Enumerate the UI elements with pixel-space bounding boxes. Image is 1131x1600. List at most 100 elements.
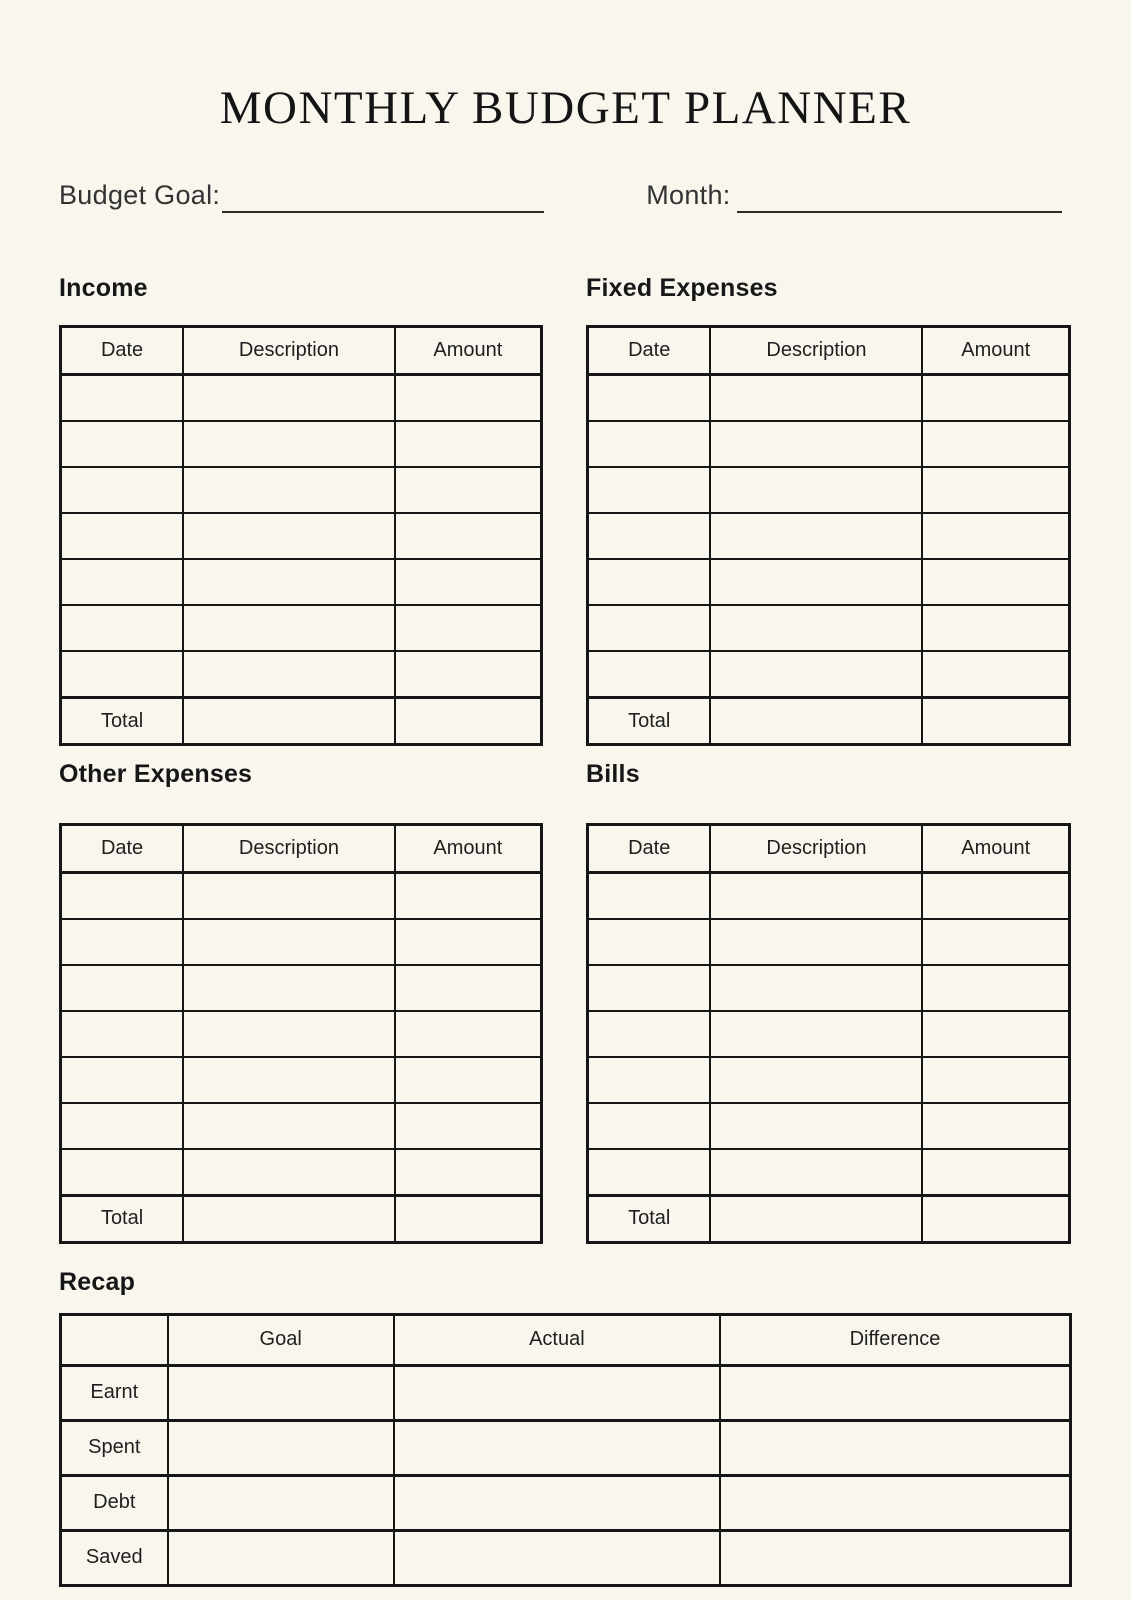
empty-cell[interactable] — [182, 1009, 396, 1058]
empty-cell[interactable] — [709, 1009, 924, 1058]
empty-cell[interactable] — [921, 871, 1071, 920]
empty-cell[interactable] — [59, 466, 185, 515]
empty-cell[interactable] — [59, 1009, 185, 1058]
empty-cell[interactable] — [182, 1147, 396, 1197]
empty-cell[interactable] — [709, 1147, 924, 1197]
empty-cell[interactable] — [719, 1418, 1072, 1477]
empty-cell[interactable] — [709, 512, 924, 561]
empty-cell[interactable] — [586, 871, 712, 920]
empty-cell[interactable] — [586, 917, 712, 966]
empty-cell[interactable] — [393, 512, 543, 561]
empty-cell[interactable] — [921, 1147, 1071, 1197]
empty-cell[interactable] — [166, 1418, 395, 1477]
empty-cell[interactable] — [709, 604, 924, 653]
empty-cell[interactable] — [586, 558, 712, 607]
empty-cell[interactable] — [182, 1101, 396, 1150]
empty-cell[interactable] — [709, 558, 924, 607]
empty-cell[interactable] — [921, 604, 1071, 653]
empty-cell[interactable] — [393, 917, 543, 966]
empty-cell[interactable] — [393, 1009, 543, 1058]
budget-goal-input[interactable] — [222, 210, 545, 213]
empty-cell[interactable] — [59, 917, 185, 966]
empty-cell[interactable] — [182, 420, 396, 469]
empty-cell[interactable] — [59, 871, 185, 920]
total-value-cell[interactable] — [709, 696, 924, 746]
empty-cell[interactable] — [921, 466, 1071, 515]
empty-cell[interactable] — [586, 1147, 712, 1197]
empty-cell[interactable] — [586, 1055, 712, 1104]
empty-cell[interactable] — [709, 650, 924, 699]
empty-cell[interactable] — [393, 1101, 543, 1150]
empty-cell[interactable] — [586, 373, 712, 423]
empty-cell[interactable] — [586, 466, 712, 515]
empty-cell[interactable] — [59, 373, 185, 423]
total-amount-cell[interactable] — [921, 696, 1071, 746]
empty-cell[interactable] — [709, 373, 924, 423]
total-value-cell[interactable] — [182, 1193, 396, 1244]
empty-cell[interactable] — [59, 1147, 185, 1197]
empty-cell[interactable] — [586, 650, 712, 699]
total-value-cell[interactable] — [182, 696, 396, 746]
empty-cell[interactable] — [921, 512, 1071, 561]
empty-cell[interactable] — [921, 917, 1071, 966]
empty-cell[interactable] — [392, 1528, 722, 1587]
empty-cell[interactable] — [59, 558, 185, 607]
empty-cell[interactable] — [182, 650, 396, 699]
empty-cell[interactable] — [921, 1101, 1071, 1150]
empty-cell[interactable] — [709, 466, 924, 515]
empty-cell[interactable] — [586, 604, 712, 653]
empty-cell[interactable] — [392, 1363, 722, 1422]
total-value-cell[interactable] — [709, 1193, 924, 1244]
empty-cell[interactable] — [182, 871, 396, 920]
empty-cell[interactable] — [166, 1528, 395, 1587]
empty-cell[interactable] — [921, 1009, 1071, 1058]
empty-cell[interactable] — [182, 558, 396, 607]
empty-cell[interactable] — [182, 512, 396, 561]
empty-cell[interactable] — [59, 420, 185, 469]
empty-cell[interactable] — [393, 650, 543, 699]
empty-cell[interactable] — [921, 373, 1071, 423]
empty-cell[interactable] — [586, 420, 712, 469]
empty-cell[interactable] — [921, 558, 1071, 607]
empty-cell[interactable] — [182, 1055, 396, 1104]
empty-cell[interactable] — [709, 871, 924, 920]
empty-cell[interactable] — [586, 1101, 712, 1150]
empty-cell[interactable] — [393, 420, 543, 469]
empty-cell[interactable] — [393, 466, 543, 515]
empty-cell[interactable] — [393, 604, 543, 653]
empty-cell[interactable] — [393, 871, 543, 920]
empty-cell[interactable] — [59, 1055, 185, 1104]
total-amount-cell[interactable] — [921, 1193, 1071, 1244]
empty-cell[interactable] — [182, 604, 396, 653]
empty-cell[interactable] — [59, 1101, 185, 1150]
empty-cell[interactable] — [586, 512, 712, 561]
empty-cell[interactable] — [709, 917, 924, 966]
empty-cell[interactable] — [59, 512, 185, 561]
empty-cell[interactable] — [392, 1418, 722, 1477]
empty-cell[interactable] — [59, 650, 185, 699]
empty-cell[interactable] — [59, 604, 185, 653]
total-amount-cell[interactable] — [393, 1193, 543, 1244]
empty-cell[interactable] — [182, 373, 396, 423]
empty-cell[interactable] — [921, 1055, 1071, 1104]
total-amount-cell[interactable] — [393, 696, 543, 746]
empty-cell[interactable] — [166, 1363, 395, 1422]
empty-cell[interactable] — [586, 963, 712, 1012]
empty-cell[interactable] — [182, 963, 396, 1012]
empty-cell[interactable] — [393, 963, 543, 1012]
empty-cell[interactable] — [709, 1055, 924, 1104]
empty-cell[interactable] — [392, 1473, 722, 1532]
empty-cell[interactable] — [719, 1363, 1072, 1422]
empty-cell[interactable] — [719, 1473, 1072, 1532]
empty-cell[interactable] — [393, 558, 543, 607]
empty-cell[interactable] — [719, 1528, 1072, 1587]
empty-cell[interactable] — [921, 420, 1071, 469]
empty-cell[interactable] — [393, 1055, 543, 1104]
empty-cell[interactable] — [393, 373, 543, 423]
empty-cell[interactable] — [59, 963, 185, 1012]
empty-cell[interactable] — [586, 1009, 712, 1058]
empty-cell[interactable] — [182, 917, 396, 966]
empty-cell[interactable] — [709, 963, 924, 1012]
month-input[interactable] — [736, 210, 1062, 213]
empty-cell[interactable] — [182, 466, 396, 515]
